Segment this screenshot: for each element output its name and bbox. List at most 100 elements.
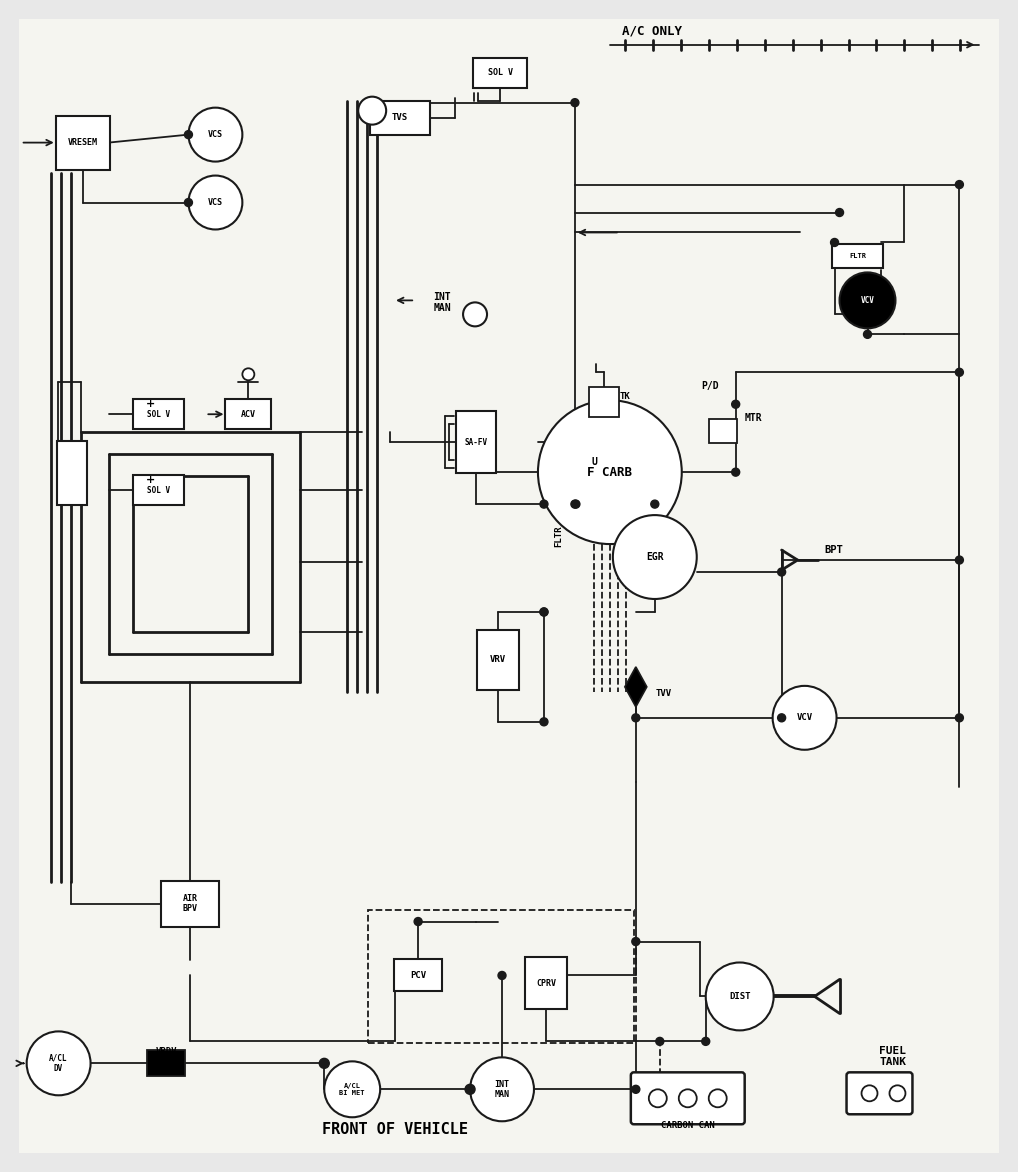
Circle shape — [890, 1085, 905, 1102]
Circle shape — [955, 180, 963, 189]
FancyBboxPatch shape — [57, 441, 87, 505]
Circle shape — [188, 176, 242, 230]
Circle shape — [414, 918, 422, 926]
Text: A/CL
BI MET: A/CL BI MET — [339, 1083, 365, 1096]
Text: CPRV: CPRV — [535, 979, 556, 988]
Circle shape — [538, 401, 682, 544]
Text: ACV: ACV — [241, 410, 256, 418]
FancyBboxPatch shape — [56, 116, 110, 170]
Text: TVV: TVV — [656, 689, 672, 699]
Text: SA-FV: SA-FV — [464, 437, 488, 447]
FancyBboxPatch shape — [225, 400, 272, 429]
Text: U: U — [591, 457, 598, 468]
FancyBboxPatch shape — [473, 57, 527, 88]
Text: BPT: BPT — [825, 545, 843, 556]
FancyBboxPatch shape — [709, 420, 737, 443]
Circle shape — [358, 96, 386, 124]
FancyBboxPatch shape — [132, 475, 184, 505]
Circle shape — [571, 98, 579, 107]
Circle shape — [679, 1089, 696, 1108]
Circle shape — [540, 717, 548, 725]
Circle shape — [705, 962, 774, 1030]
Text: FRONT OF VEHICLE: FRONT OF VEHICLE — [322, 1122, 468, 1137]
Text: SOL V: SOL V — [488, 68, 512, 77]
FancyBboxPatch shape — [588, 387, 619, 417]
Circle shape — [778, 568, 786, 575]
Text: A/CL
DV: A/CL DV — [49, 1054, 68, 1074]
Text: VCS: VCS — [208, 130, 223, 139]
Circle shape — [463, 302, 487, 326]
Circle shape — [861, 1085, 878, 1102]
Circle shape — [840, 272, 896, 328]
Circle shape — [540, 500, 548, 509]
FancyBboxPatch shape — [148, 1050, 185, 1076]
Text: VRV: VRV — [490, 655, 506, 665]
Circle shape — [320, 1058, 329, 1069]
Circle shape — [955, 556, 963, 564]
Text: MTR: MTR — [745, 414, 762, 423]
FancyBboxPatch shape — [371, 101, 431, 135]
Text: AIR
BPV: AIR BPV — [183, 894, 197, 913]
Text: FUEL
TANK: FUEL TANK — [880, 1045, 906, 1068]
Circle shape — [709, 1089, 727, 1108]
Circle shape — [955, 368, 963, 376]
Text: P/D: P/D — [701, 381, 719, 391]
Circle shape — [648, 1089, 667, 1108]
Circle shape — [836, 209, 844, 217]
Text: +: + — [146, 475, 155, 485]
Circle shape — [732, 401, 740, 408]
Circle shape — [656, 1037, 664, 1045]
Text: INT
MAN: INT MAN — [495, 1079, 510, 1099]
FancyBboxPatch shape — [847, 1072, 912, 1115]
Text: FLTR: FLTR — [554, 525, 563, 547]
FancyBboxPatch shape — [162, 880, 220, 927]
Circle shape — [701, 1037, 710, 1045]
Circle shape — [325, 1062, 380, 1117]
Circle shape — [651, 500, 659, 509]
Circle shape — [242, 368, 254, 380]
Circle shape — [470, 1057, 534, 1122]
Circle shape — [540, 608, 548, 616]
Text: TK: TK — [620, 391, 630, 401]
Text: DIST: DIST — [729, 992, 750, 1001]
FancyBboxPatch shape — [477, 629, 519, 690]
Circle shape — [778, 714, 786, 722]
Circle shape — [498, 972, 506, 980]
Text: VCV: VCV — [796, 714, 812, 722]
Circle shape — [188, 108, 242, 162]
Circle shape — [773, 686, 837, 750]
Text: VRESEM: VRESEM — [67, 138, 98, 148]
Text: EGR: EGR — [646, 552, 664, 563]
FancyBboxPatch shape — [394, 960, 442, 992]
Text: VCV: VCV — [860, 295, 874, 305]
Circle shape — [26, 1031, 91, 1096]
Circle shape — [632, 714, 640, 722]
Text: A/C ONLY: A/C ONLY — [622, 25, 682, 38]
Circle shape — [465, 1084, 475, 1095]
Text: INT
MAN: INT MAN — [434, 292, 451, 313]
Circle shape — [184, 130, 192, 138]
Circle shape — [831, 238, 839, 246]
FancyBboxPatch shape — [832, 245, 884, 268]
Text: PCV: PCV — [410, 970, 427, 980]
Text: TVS: TVS — [392, 114, 408, 122]
Circle shape — [632, 938, 640, 946]
Text: CARBON CAN: CARBON CAN — [661, 1122, 715, 1130]
FancyBboxPatch shape — [132, 400, 184, 429]
Text: F CARB: F CARB — [587, 465, 632, 478]
Polygon shape — [625, 667, 646, 707]
Circle shape — [613, 516, 696, 599]
Circle shape — [184, 198, 192, 206]
Circle shape — [571, 500, 579, 509]
Circle shape — [955, 714, 963, 722]
Circle shape — [632, 1085, 640, 1093]
Circle shape — [863, 331, 871, 339]
FancyBboxPatch shape — [525, 958, 567, 1009]
Text: VCS: VCS — [208, 198, 223, 207]
FancyBboxPatch shape — [456, 411, 496, 473]
Text: +: + — [146, 400, 155, 409]
Circle shape — [572, 500, 580, 509]
Text: VRDV: VRDV — [156, 1048, 177, 1056]
Text: SOL V: SOL V — [147, 485, 170, 495]
Text: SOL V: SOL V — [147, 410, 170, 418]
